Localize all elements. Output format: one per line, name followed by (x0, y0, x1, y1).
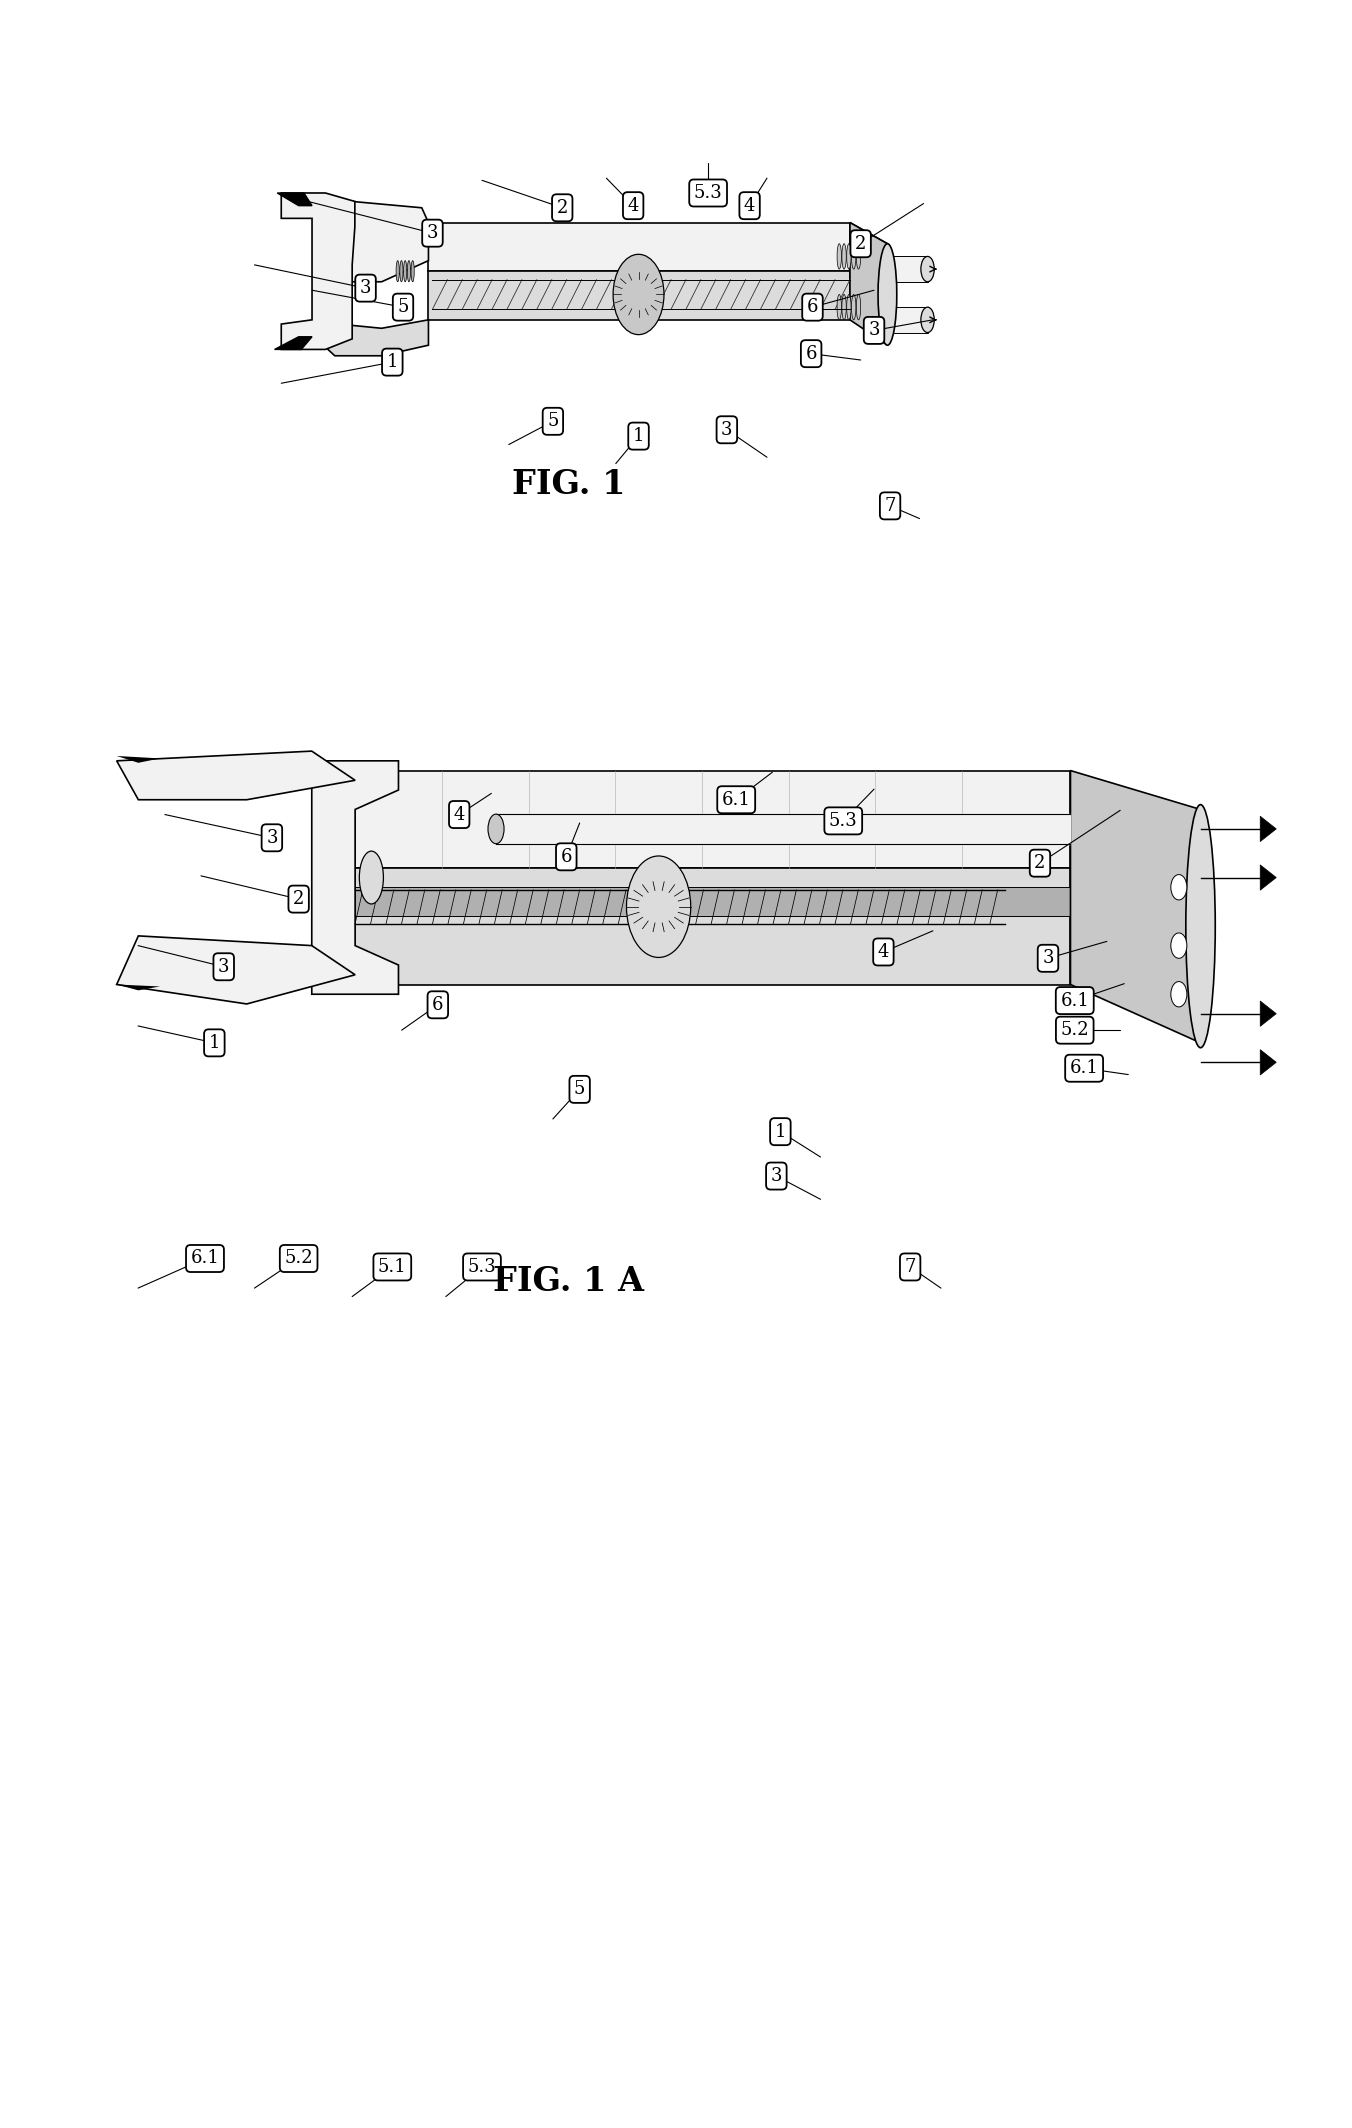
Text: 3: 3 (771, 1166, 781, 1185)
Ellipse shape (400, 260, 403, 281)
Text: 5.2: 5.2 (1060, 1021, 1090, 1038)
Text: 6: 6 (561, 847, 572, 866)
Text: 5.2: 5.2 (284, 1249, 312, 1268)
Ellipse shape (404, 260, 407, 281)
Ellipse shape (360, 851, 384, 904)
Polygon shape (850, 223, 887, 298)
Polygon shape (1071, 770, 1201, 1043)
Text: 4: 4 (877, 943, 890, 962)
Text: 4: 4 (453, 807, 465, 824)
Text: 5.3: 5.3 (468, 1258, 496, 1277)
Text: 2: 2 (854, 234, 867, 253)
Polygon shape (277, 194, 312, 206)
Polygon shape (312, 306, 429, 355)
Text: 5.3: 5.3 (694, 183, 722, 202)
Circle shape (626, 855, 691, 958)
Polygon shape (887, 255, 927, 281)
Text: 3: 3 (868, 321, 880, 338)
Ellipse shape (396, 260, 399, 281)
Polygon shape (356, 868, 1071, 985)
Text: 6.1: 6.1 (1060, 992, 1090, 1009)
Text: 3: 3 (360, 279, 372, 298)
Text: 3: 3 (266, 828, 277, 847)
Text: FIG. 1 A: FIG. 1 A (493, 1266, 645, 1298)
Circle shape (1171, 932, 1187, 958)
Polygon shape (356, 770, 1071, 868)
Text: 5: 5 (397, 298, 408, 317)
Text: FIG. 1: FIG. 1 (512, 468, 626, 502)
Ellipse shape (921, 255, 934, 281)
Polygon shape (1260, 1000, 1276, 1026)
Text: 5.3: 5.3 (829, 813, 857, 830)
Ellipse shape (837, 245, 841, 268)
Text: 5: 5 (575, 1081, 585, 1098)
Polygon shape (887, 306, 927, 332)
Text: 2: 2 (557, 198, 568, 217)
Polygon shape (429, 270, 850, 319)
Ellipse shape (852, 245, 856, 268)
Text: 6: 6 (433, 996, 443, 1013)
Text: 7: 7 (884, 496, 896, 515)
Text: 1: 1 (387, 353, 397, 370)
Text: 6.1: 6.1 (722, 792, 750, 809)
Text: 3: 3 (721, 421, 733, 438)
Ellipse shape (407, 260, 411, 281)
Polygon shape (116, 755, 160, 762)
Text: 6.1: 6.1 (1069, 1060, 1099, 1077)
Polygon shape (315, 202, 429, 281)
Polygon shape (281, 194, 354, 349)
Polygon shape (1260, 817, 1276, 841)
Circle shape (1171, 981, 1187, 1007)
Polygon shape (274, 336, 312, 349)
Text: 5.1: 5.1 (379, 1258, 407, 1277)
Ellipse shape (856, 245, 861, 268)
Circle shape (612, 253, 664, 334)
Text: 3: 3 (427, 223, 438, 243)
Text: 3: 3 (1042, 949, 1053, 968)
Ellipse shape (1186, 804, 1215, 1047)
Polygon shape (1260, 864, 1276, 890)
Text: 5: 5 (548, 413, 558, 430)
Text: 6: 6 (807, 298, 818, 317)
Polygon shape (116, 985, 160, 990)
Polygon shape (850, 223, 887, 345)
Text: 6.1: 6.1 (191, 1249, 219, 1268)
Polygon shape (312, 762, 399, 994)
Ellipse shape (488, 815, 504, 843)
Ellipse shape (856, 294, 861, 319)
Text: 2: 2 (293, 890, 304, 909)
Text: 1: 1 (633, 428, 645, 445)
Ellipse shape (411, 260, 414, 281)
Ellipse shape (877, 245, 896, 345)
Ellipse shape (837, 294, 841, 319)
Polygon shape (1260, 1049, 1276, 1075)
Text: 1: 1 (775, 1124, 786, 1141)
Polygon shape (356, 887, 1071, 917)
Text: 1: 1 (208, 1034, 220, 1051)
Circle shape (1171, 875, 1187, 900)
Text: 6: 6 (806, 345, 817, 362)
Text: 3: 3 (218, 958, 230, 977)
Ellipse shape (842, 245, 846, 268)
Ellipse shape (852, 294, 856, 319)
Ellipse shape (842, 294, 846, 319)
Polygon shape (429, 223, 850, 270)
Polygon shape (116, 751, 356, 800)
Text: 7: 7 (904, 1258, 915, 1277)
Ellipse shape (846, 294, 850, 319)
Text: 4: 4 (627, 196, 639, 215)
Polygon shape (116, 936, 356, 1004)
Text: 2: 2 (1034, 853, 1045, 872)
Text: 4: 4 (744, 196, 756, 215)
Ellipse shape (846, 245, 850, 268)
Ellipse shape (921, 306, 934, 332)
